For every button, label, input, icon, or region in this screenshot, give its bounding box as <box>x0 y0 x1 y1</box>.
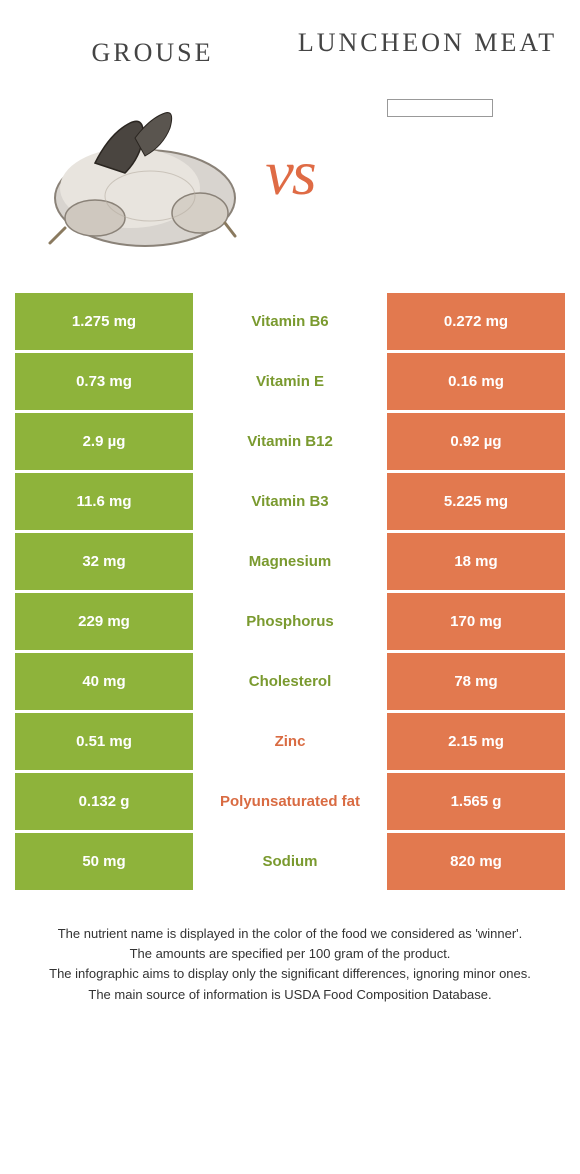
nutrient-label: Polyunsaturated fat <box>193 773 387 830</box>
value-a: 229 mg <box>15 593 193 650</box>
nutrient-table: 1.275 mgVitamin B60.272 mg0.73 mgVitamin… <box>15 293 565 890</box>
table-row: 1.275 mgVitamin B60.272 mg <box>15 293 565 350</box>
value-a: 1.275 mg <box>15 293 193 350</box>
vs-label: vs <box>265 136 314 210</box>
nutrient-label: Magnesium <box>193 533 387 590</box>
nutrient-label: Phosphorus <box>193 593 387 650</box>
nutrient-label: Zinc <box>193 713 387 770</box>
table-row: 0.132 gPolyunsaturated fat1.565 g <box>15 773 565 830</box>
food-a-title: GROUSE <box>15 20 290 68</box>
value-b: 5.225 mg <box>387 473 565 530</box>
nutrient-label: Cholesterol <box>193 653 387 710</box>
value-b: 170 mg <box>387 593 565 650</box>
table-row: 0.51 mgZinc2.15 mg <box>15 713 565 770</box>
footer-line-1: The nutrient name is displayed in the co… <box>25 925 555 943</box>
value-a: 0.73 mg <box>15 353 193 410</box>
value-a: 0.51 mg <box>15 713 193 770</box>
table-row: 229 mgPhosphorus170 mg <box>15 593 565 650</box>
luncheon-placeholder <box>387 99 493 117</box>
value-b: 0.92 µg <box>387 413 565 470</box>
value-b: 2.15 mg <box>387 713 565 770</box>
food-a-image <box>15 88 265 258</box>
value-a: 0.132 g <box>15 773 193 830</box>
table-row: 32 mgMagnesium18 mg <box>15 533 565 590</box>
value-b: 18 mg <box>387 533 565 590</box>
table-row: 40 mgCholesterol78 mg <box>15 653 565 710</box>
value-b: 1.565 g <box>387 773 565 830</box>
food-b-title: LUNCHEON MEAT <box>290 20 565 58</box>
footer-line-4: The main source of information is USDA F… <box>25 986 555 1004</box>
value-a: 2.9 µg <box>15 413 193 470</box>
nutrient-label: Vitamin E <box>193 353 387 410</box>
value-a: 50 mg <box>15 833 193 890</box>
value-b: 0.16 mg <box>387 353 565 410</box>
table-row: 50 mgSodium820 mg <box>15 833 565 890</box>
footer-notes: The nutrient name is displayed in the co… <box>15 925 565 1004</box>
table-row: 2.9 µgVitamin B120.92 µg <box>15 413 565 470</box>
nutrient-label: Sodium <box>193 833 387 890</box>
value-b: 820 mg <box>387 833 565 890</box>
images-row: vs <box>15 78 565 268</box>
value-b: 0.272 mg <box>387 293 565 350</box>
table-row: 0.73 mgVitamin E0.16 mg <box>15 353 565 410</box>
value-a: 32 mg <box>15 533 193 590</box>
footer-line-3: The infographic aims to display only the… <box>25 965 555 983</box>
nutrient-label: Vitamin B3 <box>193 473 387 530</box>
footer-line-2: The amounts are specified per 100 gram o… <box>25 945 555 963</box>
grouse-icon <box>35 88 245 258</box>
table-row: 11.6 mgVitamin B35.225 mg <box>15 473 565 530</box>
value-a: 11.6 mg <box>15 473 193 530</box>
value-a: 40 mg <box>15 653 193 710</box>
value-b: 78 mg <box>387 653 565 710</box>
nutrient-label: Vitamin B12 <box>193 413 387 470</box>
nutrient-label: Vitamin B6 <box>193 293 387 350</box>
